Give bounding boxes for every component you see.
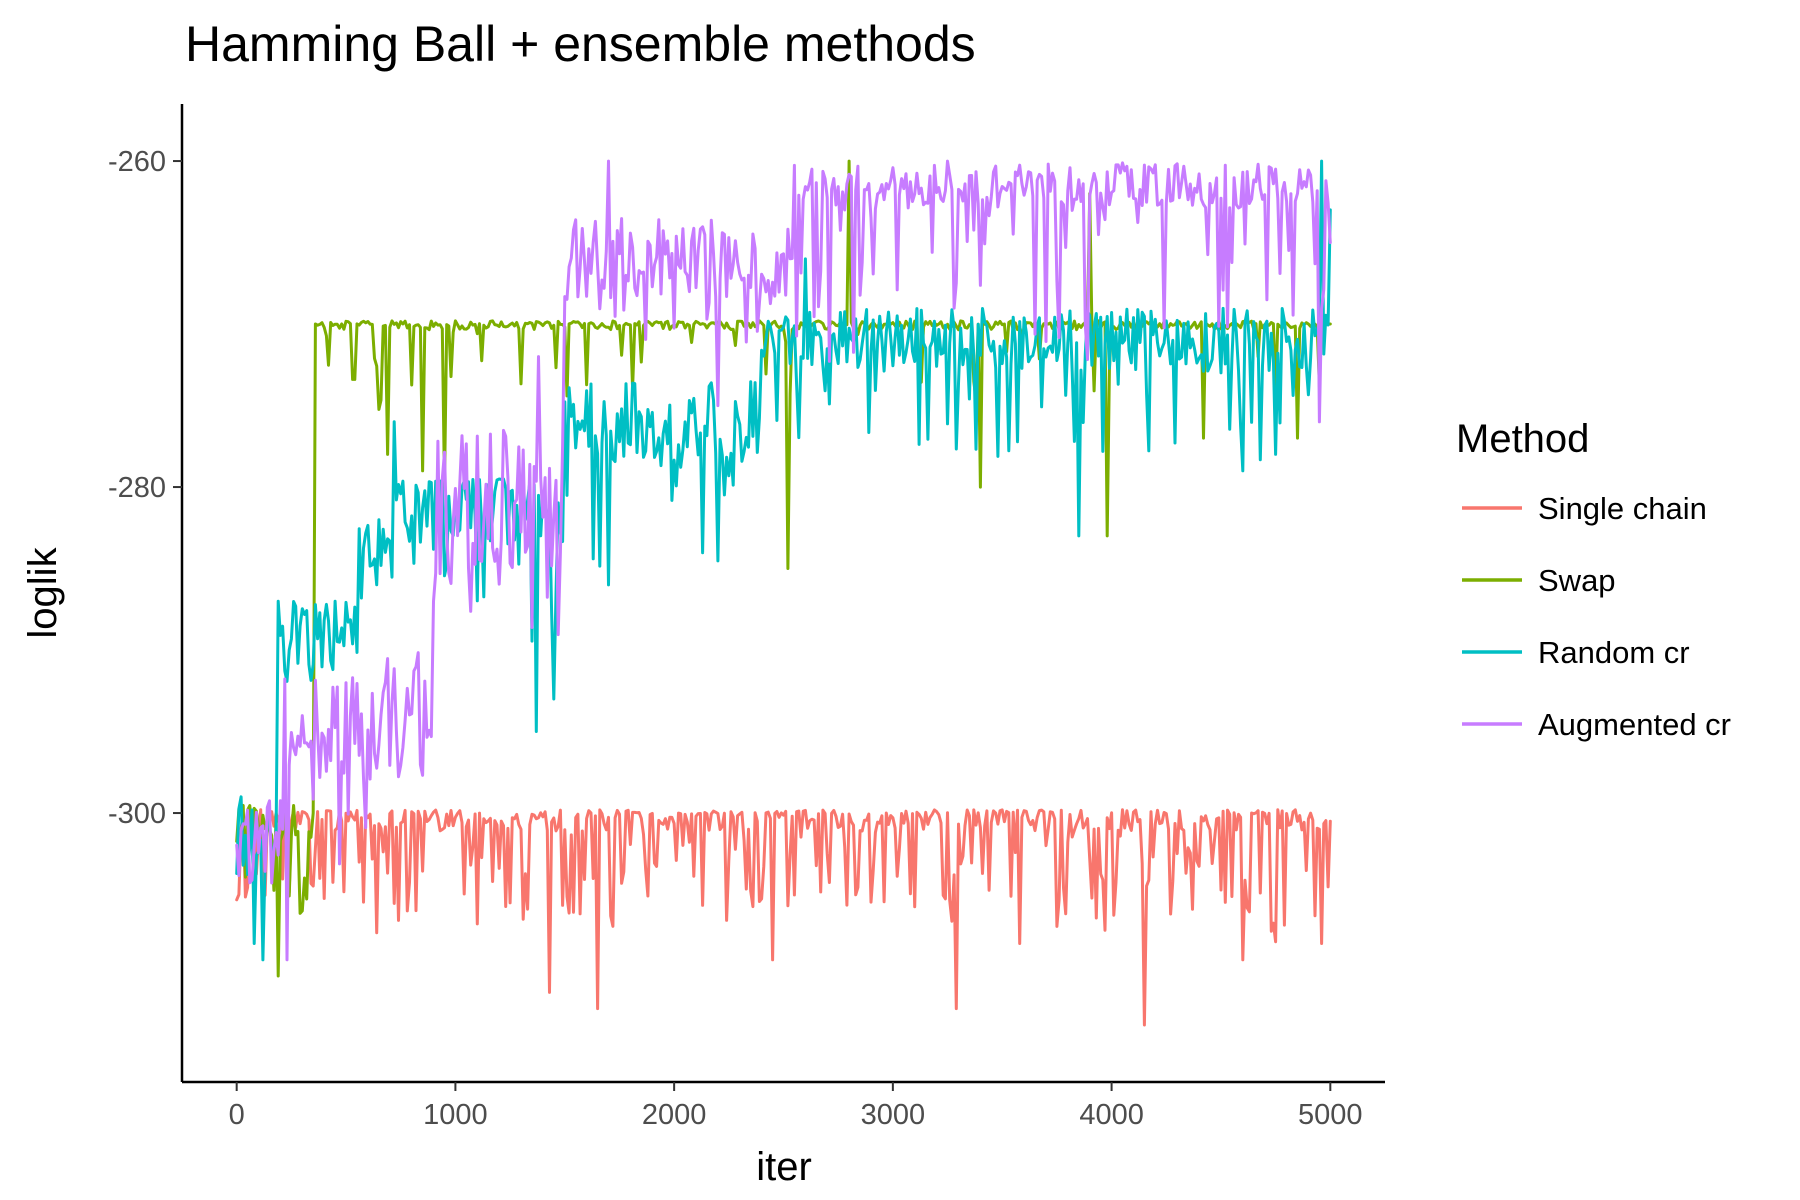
x-tick-1000: 1000 <box>423 1082 488 1131</box>
y-tick-label: -300 <box>108 798 166 830</box>
legend-item-augmented-cr: Augmented cr <box>1462 707 1731 742</box>
x-tick-3000: 3000 <box>861 1082 926 1131</box>
y-tick-minus-300: -300 <box>108 798 182 830</box>
x-tick-label: 3000 <box>861 1099 926 1131</box>
y-tick-minus-280: -280 <box>108 472 182 504</box>
y-tick-label: -280 <box>108 472 166 504</box>
x-tick-label: 4000 <box>1079 1099 1144 1131</box>
x-tick-label: 5000 <box>1298 1099 1363 1131</box>
legend-label: Augmented cr <box>1538 707 1731 742</box>
chart-title: Hamming Ball + ensemble methods <box>185 16 976 72</box>
x-tick-4000: 4000 <box>1079 1082 1144 1131</box>
x-tick-2000: 2000 <box>642 1082 707 1131</box>
series-line-augmented-cr <box>235 159 1332 962</box>
x-tick-5000: 5000 <box>1298 1082 1363 1131</box>
x-tick-label: 0 <box>229 1099 245 1131</box>
series-line-single-chain <box>235 808 1332 1027</box>
series-group <box>235 159 1332 1027</box>
legend-item-single-chain: Single chain <box>1462 491 1707 526</box>
series-line-random-cr <box>235 159 1332 962</box>
y-axis-label: loglik <box>21 546 65 638</box>
y-tick-minus-260: -260 <box>108 146 182 178</box>
legend: Method Single chain Swap Random cr Augme… <box>1456 417 1731 742</box>
y-tick-label: -260 <box>108 146 166 178</box>
legend-label: Single chain <box>1538 491 1707 526</box>
legend-label: Swap <box>1538 563 1616 598</box>
x-axis-label: iter <box>756 1145 812 1189</box>
x-tick-label: 2000 <box>642 1099 707 1131</box>
legend-label: Random cr <box>1538 635 1690 670</box>
legend-item-random-cr: Random cr <box>1462 635 1690 670</box>
x-tick-0: 0 <box>229 1082 245 1131</box>
x-tick-label: 1000 <box>423 1099 488 1131</box>
legend-title: Method <box>1456 417 1589 461</box>
legend-item-swap: Swap <box>1462 563 1616 598</box>
